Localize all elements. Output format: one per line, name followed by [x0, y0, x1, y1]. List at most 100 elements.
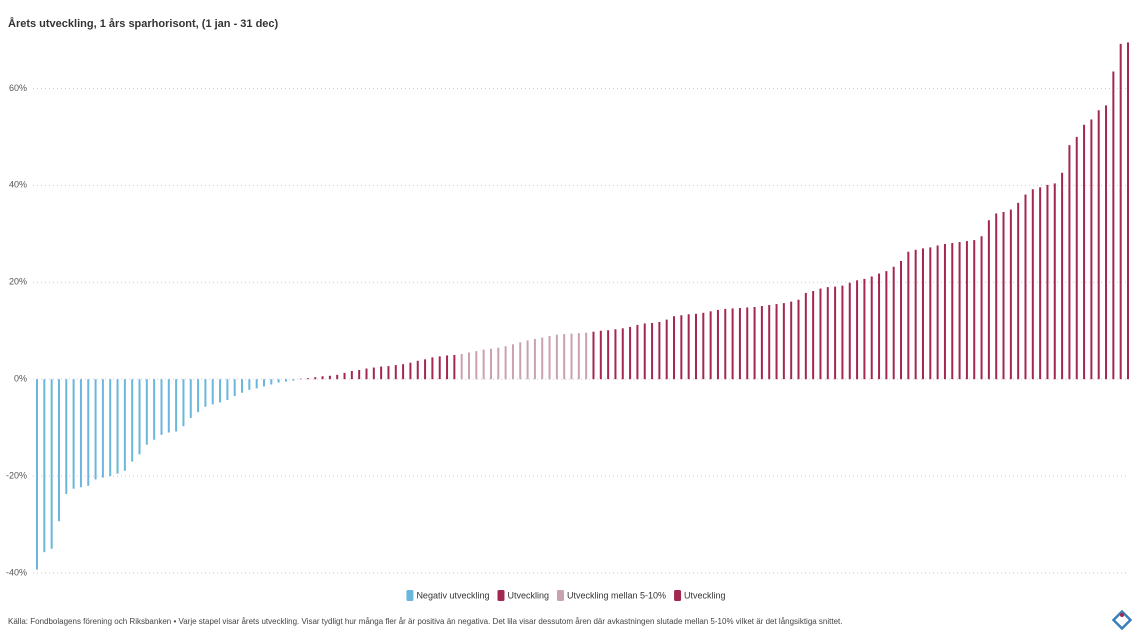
bar [1112, 71, 1115, 380]
bar [555, 334, 558, 380]
bar [629, 326, 632, 380]
bar [929, 247, 932, 380]
legend-swatch [557, 590, 564, 601]
bar [1061, 172, 1064, 380]
y-tick-label: 0% [14, 374, 27, 384]
bar [533, 338, 536, 380]
legend-swatch [497, 590, 505, 601]
bar [380, 366, 383, 380]
bar [57, 379, 60, 522]
bar [1024, 194, 1027, 380]
bar [511, 344, 514, 380]
bar [863, 278, 866, 380]
bar [153, 379, 156, 440]
bar [460, 353, 463, 380]
bar [65, 379, 68, 495]
bar [599, 330, 602, 380]
legend-label: Negativ utveckling [416, 590, 489, 600]
bar [804, 292, 807, 380]
bar [1046, 184, 1049, 380]
bar [1090, 119, 1093, 380]
bar [1097, 110, 1100, 380]
bar [716, 309, 719, 380]
bar [306, 378, 309, 380]
bar [995, 213, 998, 380]
bar [973, 240, 976, 380]
bar [131, 379, 134, 462]
bar [431, 357, 434, 380]
bar [336, 374, 339, 380]
caption: Källa: Fondbolagens förening och Riksban… [8, 617, 843, 626]
bar [394, 365, 397, 380]
bar [160, 379, 163, 435]
bar [665, 319, 668, 380]
bar [738, 307, 741, 380]
bar [651, 322, 654, 380]
bar [526, 340, 529, 380]
bar [848, 282, 851, 380]
bar [724, 308, 727, 380]
bar [270, 379, 273, 385]
bar [775, 304, 778, 380]
bar [951, 243, 954, 380]
bar [1068, 145, 1071, 380]
bar [453, 354, 456, 380]
y-tick-label: 40% [9, 180, 27, 190]
bar [321, 376, 324, 380]
bar [1119, 43, 1122, 380]
y-tick-label: -40% [6, 567, 27, 577]
bar [482, 349, 485, 380]
legend-label: Utveckling mellan 5-10% [567, 590, 666, 600]
bar [746, 307, 749, 380]
bar [116, 379, 119, 474]
y-tick-label: 60% [9, 83, 27, 93]
bar [687, 314, 690, 380]
bar [753, 306, 756, 380]
bar [145, 379, 148, 445]
bar [592, 331, 595, 380]
bar [328, 375, 331, 380]
bar [497, 347, 500, 380]
bar [475, 351, 478, 380]
bar [87, 379, 90, 486]
bar [299, 378, 302, 380]
bar [1053, 183, 1056, 380]
bar [585, 332, 588, 380]
bar [636, 324, 639, 380]
legend-swatch [406, 590, 414, 601]
bar [621, 328, 624, 380]
bar [1002, 212, 1005, 380]
bar [189, 379, 192, 418]
bar [175, 379, 178, 432]
bar [870, 276, 873, 380]
legend-label: Utveckling [507, 590, 549, 600]
bar [841, 285, 844, 380]
bar [1017, 202, 1020, 380]
bar [980, 236, 983, 380]
bar [965, 241, 968, 380]
bar [1031, 189, 1034, 380]
bar [658, 322, 661, 380]
logo-dot [1120, 613, 1124, 617]
bar [1039, 187, 1042, 380]
bar [409, 362, 412, 380]
bar [402, 364, 405, 380]
bar [197, 379, 200, 413]
bar [358, 369, 361, 380]
bar [694, 313, 697, 380]
bar [563, 334, 566, 380]
bar [387, 366, 390, 380]
bar [1105, 105, 1108, 380]
bar [900, 260, 903, 380]
bar [211, 379, 214, 405]
bar [936, 245, 939, 380]
bar [350, 370, 353, 380]
bar [109, 379, 112, 477]
bar [292, 379, 295, 381]
legend-swatch [674, 590, 682, 601]
bar [709, 311, 712, 380]
bar [907, 251, 910, 380]
bar [255, 379, 258, 389]
y-tick-label: -20% [6, 470, 27, 480]
bar [489, 348, 492, 380]
